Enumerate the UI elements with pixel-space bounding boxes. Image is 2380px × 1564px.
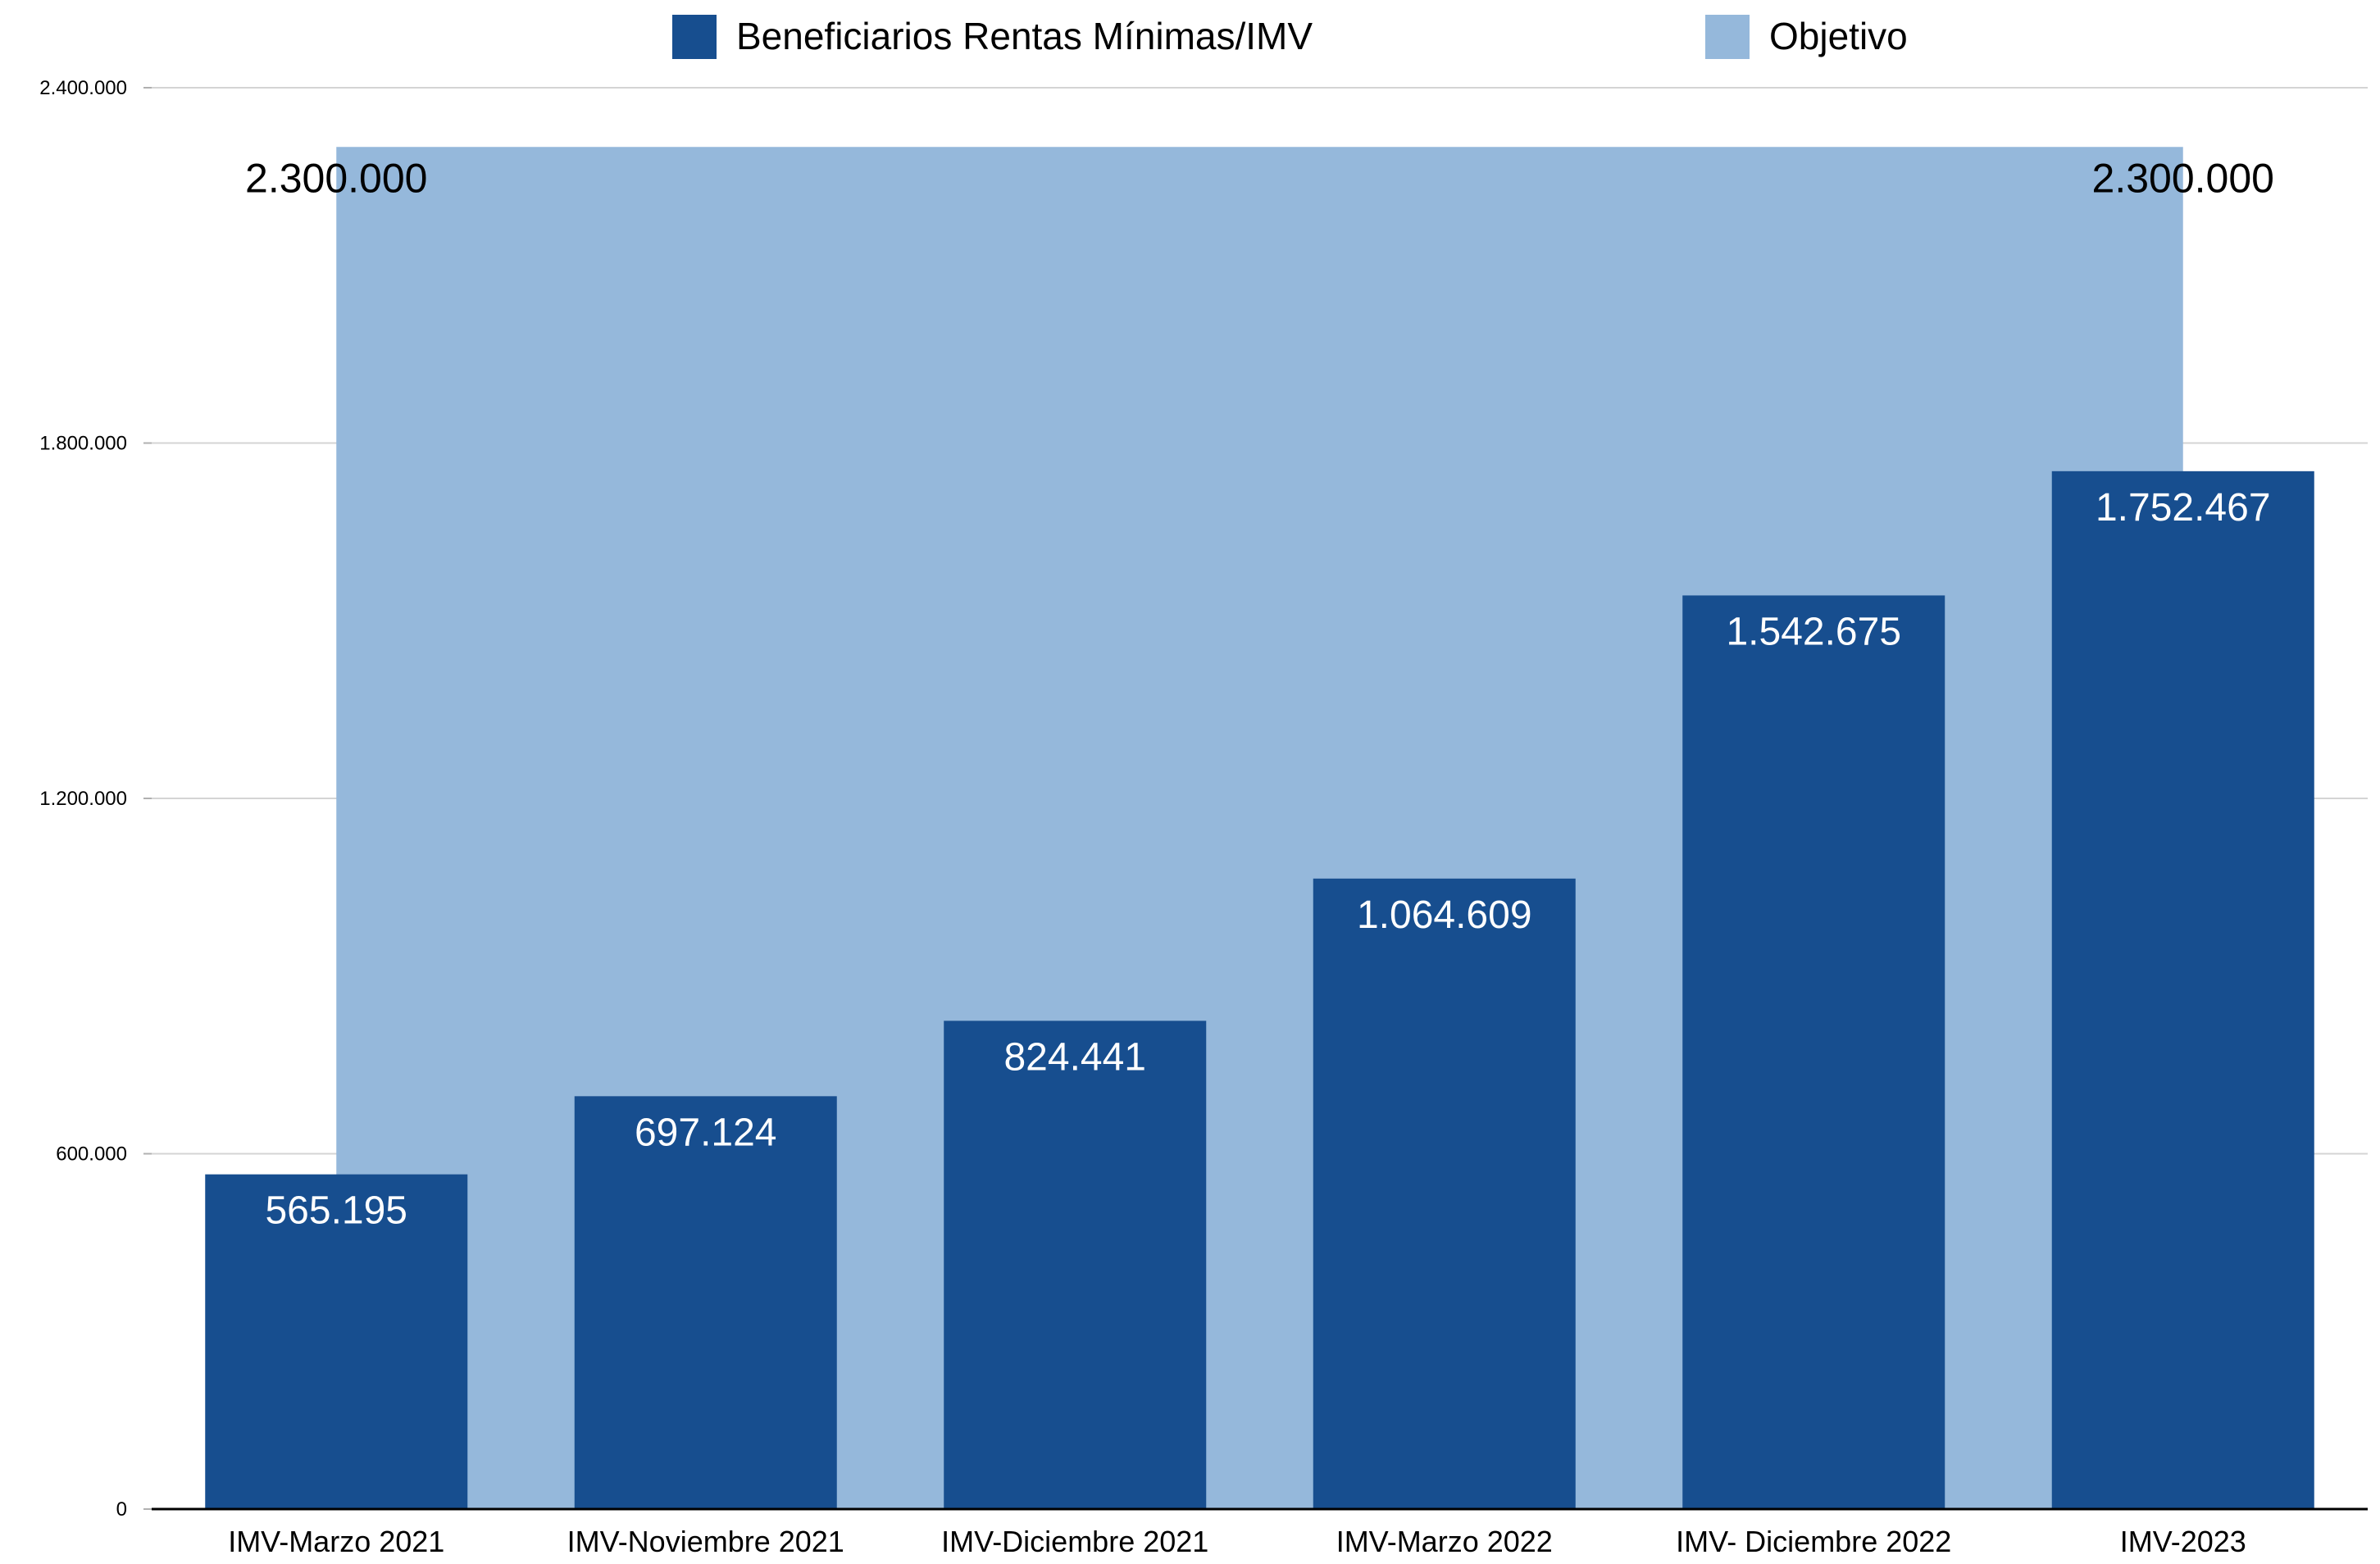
legend-swatch-objetivo	[1705, 15, 1750, 59]
bar	[205, 1174, 468, 1509]
bar-value-labels: 565.195 697.124 824.441 1.064.609 1.542.675 1…	[265, 486, 2270, 1233]
bar-value-label: 697.124	[635, 1111, 777, 1154]
y-tick-label: 600.000	[56, 1143, 127, 1166]
x-axis-tick-labels: IMV-Marzo 2021 IMV-Noviembre 2021 IMV-Dici…	[228, 1525, 2246, 1558]
bar	[1682, 595, 1945, 1510]
x-tick-label: IMV-2023	[2120, 1525, 2246, 1558]
bar-value-label: 824.441	[1003, 1035, 1146, 1079]
bar-value-label: 1.752.467	[2096, 486, 2271, 530]
target-value-labels: 2.300.000 2.300.000	[245, 155, 2274, 201]
y-axis-tick-labels: 0 600.000 1.200.000 1.800.000 2.400.000	[39, 77, 127, 1521]
legend-label: Objetivo	[1769, 15, 1908, 57]
target-value-label: 2.300.000	[245, 155, 427, 201]
bar	[574, 1096, 837, 1509]
y-tick-label: 2.400.000	[39, 77, 127, 99]
x-tick-label: IMV-Marzo 2022	[1336, 1525, 1553, 1558]
legend-swatch-beneficiarios	[672, 15, 717, 59]
bar	[1313, 878, 1576, 1509]
bar-series	[205, 471, 2314, 1510]
x-tick-label: IMV-Marzo 2021	[228, 1525, 444, 1558]
bar-value-label: 1.542.675	[1726, 610, 1901, 653]
y-tick-label: 1.800.000	[39, 433, 127, 455]
bar	[944, 1021, 1207, 1509]
bar-value-label: 1.064.609	[1357, 893, 1532, 937]
y-tick-label: 0	[116, 1498, 127, 1521]
legend: Beneficiarios Rentas Mínimas/IMV Objetivo	[672, 15, 1908, 59]
target-value-label: 2.300.000	[2092, 155, 2274, 201]
y-tick-label: 1.200.000	[39, 788, 127, 810]
bar	[2051, 471, 2314, 1510]
bar-value-label: 565.195	[265, 1189, 407, 1233]
legend-label: Beneficiarios Rentas Mínimas/IMV	[736, 15, 1313, 57]
x-tick-label: IMV-Diciembre 2021	[941, 1525, 1208, 1558]
x-tick-label: IMV- Diciembre 2022	[1676, 1525, 1951, 1558]
x-tick-label: IMV-Noviembre 2021	[567, 1525, 844, 1558]
